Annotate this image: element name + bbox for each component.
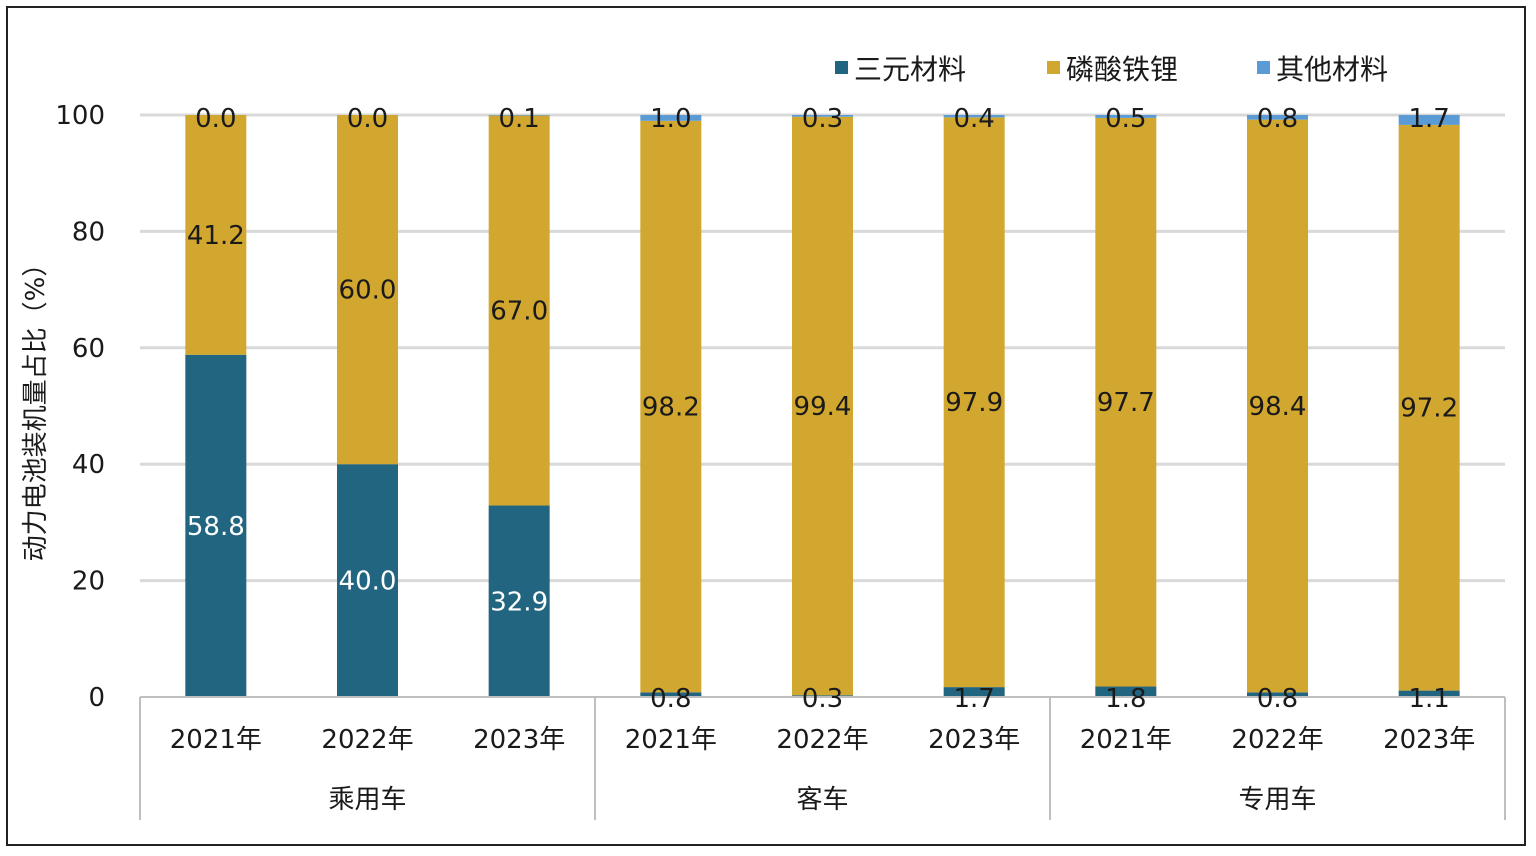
data-label: 0.0 (347, 104, 388, 134)
bar-segment (1095, 686, 1157, 697)
legend-label: 磷酸铁锂 (1066, 53, 1178, 86)
data-label: 41.2 (187, 221, 245, 251)
y-axis-label: 动力电池装机量占比（%） (21, 251, 51, 562)
bar-segment (640, 120, 702, 693)
data-label: 1.7 (1408, 104, 1449, 134)
bar-segment (1247, 115, 1308, 120)
data-label: 0.5 (1105, 104, 1146, 134)
bar-segment (1095, 117, 1157, 687)
bar-segment (1398, 690, 1460, 697)
data-label: 97.7 (1097, 388, 1155, 418)
x-category-label: 2021年 (625, 725, 717, 755)
data-label: 99.4 (794, 392, 852, 422)
y-axis-ticks: 0 20 40 60 80 100 (55, 101, 105, 713)
y-tick-label: 0 (88, 683, 105, 713)
x-category-label: 2023年 (473, 725, 565, 755)
x-category-label: 2021年 (1080, 725, 1172, 755)
legend-swatch (1047, 61, 1060, 74)
data-label: 0.4 (953, 104, 994, 134)
data-label: 1.0 (650, 104, 691, 134)
bar-segment (1095, 115, 1157, 118)
bar-segment (1398, 124, 1460, 691)
bar-segment (1247, 692, 1308, 697)
legend: 三元材料 磷酸铁锂 其他材料 (835, 53, 1388, 86)
data-label: 0.0 (195, 104, 236, 134)
data-labels: 58.8 41.2 0.0 40.0 60.0 0.0 32.9 67.0 0.1 0.8 98.2… (187, 104, 1458, 714)
x-category-label: 2022年 (776, 725, 868, 755)
bar-segment (185, 115, 247, 355)
legend-label: 其他材料 (1276, 53, 1388, 86)
bar-segment (337, 115, 398, 465)
bar-segment (943, 687, 1005, 697)
bar-segment (1247, 119, 1308, 693)
x-group-label: 专用车 (1238, 785, 1316, 815)
bar-segment (943, 117, 1005, 688)
data-label: 98.4 (1249, 392, 1307, 422)
bar-segment (792, 115, 853, 117)
data-label: 0.8 (650, 684, 691, 714)
data-label: 32.9 (490, 587, 548, 617)
data-label: 97.9 (945, 388, 1003, 418)
bar-segment (488, 115, 550, 116)
data-label: 1.8 (1105, 684, 1146, 714)
y-tick-label: 40 (72, 450, 105, 480)
data-label: 58.8 (187, 512, 245, 542)
bars (185, 115, 1460, 697)
legend-swatch (1257, 61, 1270, 74)
bar-segment (943, 115, 1005, 118)
bar-segment (488, 115, 550, 506)
x-category-label: 2023年 (928, 725, 1020, 755)
bar-segment (185, 354, 247, 697)
x-category-label: 2022年 (321, 725, 413, 755)
data-label: 60.0 (339, 276, 397, 306)
data-label: 1.1 (1408, 684, 1449, 714)
bar-segment (792, 116, 853, 696)
data-label: 97.2 (1400, 394, 1458, 424)
data-label: 40.0 (339, 567, 397, 597)
data-label: 0.1 (498, 104, 539, 134)
data-label: 1.7 (953, 684, 994, 714)
chart-frame (6, 6, 1526, 846)
data-label: 0.8 (1257, 684, 1298, 714)
x-group-label: 客车 (796, 785, 848, 815)
legend-swatch (835, 61, 848, 74)
x-category-label: 2023年 (1383, 725, 1475, 755)
bar-segment (488, 505, 550, 697)
y-tick-label: 100 (55, 101, 105, 131)
data-label: 0.8 (1257, 104, 1298, 134)
data-label: 67.0 (490, 297, 548, 327)
bar-segment (640, 115, 702, 121)
x-category-label: 2022年 (1231, 725, 1323, 755)
y-tick-label: 80 (72, 217, 105, 247)
data-label: 98.2 (642, 393, 700, 423)
y-tick-label: 60 (72, 334, 105, 364)
x-group-label: 乘用车 (328, 785, 406, 815)
y-tick-label: 20 (72, 567, 105, 597)
bar-segment (1398, 115, 1460, 125)
data-label: 0.3 (802, 684, 843, 714)
legend-label: 三元材料 (854, 53, 966, 86)
bar-segment (337, 464, 398, 697)
x-category-label: 2021年 (170, 725, 262, 755)
bar-segment (640, 692, 702, 697)
data-label: 0.3 (802, 104, 843, 134)
